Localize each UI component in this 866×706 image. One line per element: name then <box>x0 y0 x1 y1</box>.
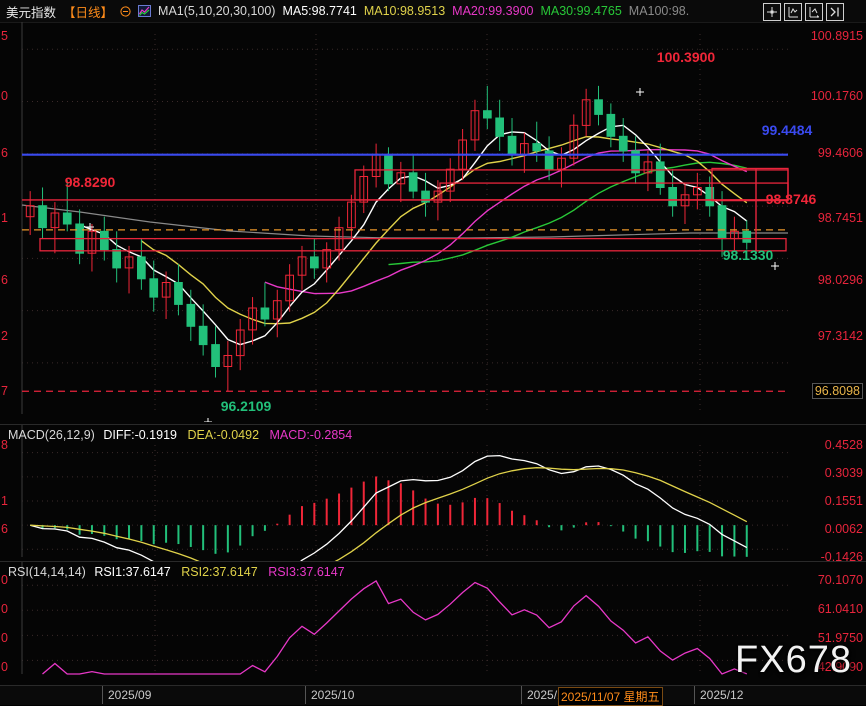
date-tick-separator <box>521 686 522 704</box>
watermark: FX678 <box>735 639 852 681</box>
scale-horizontal-icon[interactable] <box>805 3 823 21</box>
chart-icon[interactable] <box>138 5 152 17</box>
chart-header-bar: 美元指数 【日线】 MA1(5,10,20,30,100) MA5:98.774… <box>0 0 866 23</box>
resistance-label: 98.8290 <box>64 174 116 190</box>
macd-diff-value: DIFF:-0.1919 <box>103 428 177 442</box>
macd-title: MACD(26,12,9) <box>8 428 95 442</box>
ma10-value: MA10:98.9513 <box>363 4 446 18</box>
price-chart-canvas[interactable] <box>0 22 866 422</box>
macd-canvas[interactable] <box>0 425 866 562</box>
circle-minus-icon[interactable] <box>120 5 131 17</box>
ma-params-label: MA1(5,10,20,30,100) <box>158 4 276 18</box>
ma100-value: MA100:98. <box>628 4 690 18</box>
macd-header: MACD(26,12,9) DIFF:-0.1919 DEA:-0.0492 M… <box>8 428 352 442</box>
price-chart-panel[interactable]: 100.8915 100.1760 99.4606 98.7451 98.0296 97.… <box>0 22 866 422</box>
rsi-header: RSI(14,14,14) RSI1:37.6147 RSI2:37.6147 … <box>8 565 345 579</box>
jump-to-latest-icon[interactable] <box>826 3 844 21</box>
date-tick-separator <box>305 686 306 704</box>
crosshair-move-icon[interactable] <box>763 3 781 21</box>
date-tick-separator <box>694 686 695 704</box>
support-label: 98.1330 <box>722 247 774 263</box>
rsi-panel[interactable]: RSI(14,14,14) RSI1:37.6147 RSI2:37.6147 … <box>0 561 866 686</box>
macd-macd-value: MACD:-0.2854 <box>269 428 353 442</box>
period-label: 【日线】 <box>63 5 114 20</box>
date-axis: 2025/09 2025/10 2025/1 2025/12 2025/11/07 星期… <box>0 685 866 706</box>
ma30-value: MA30:99.4765 <box>540 4 622 18</box>
date-tick-separator <box>102 686 103 704</box>
high-label: 100.3900 <box>656 49 716 65</box>
ma5-value: MA5:98.7741 <box>282 4 357 18</box>
macd-panel[interactable]: MACD(26,12,9) DIFF:-0.1919 DEA:-0.0492 M… <box>0 424 866 564</box>
date-tick: 2025/09 <box>108 688 152 702</box>
macd-dea-value: DEA:-0.0492 <box>187 428 260 442</box>
crosshair-date-label: 2025/11/07 星期五 <box>558 687 663 706</box>
chart-toolbar <box>763 3 844 21</box>
low-label: 96.2109 <box>220 398 272 414</box>
ma20-value: MA20:99.3900 <box>452 4 534 18</box>
scale-vertical-icon[interactable] <box>784 3 802 21</box>
rsi1-value: RSI1:37.6147 <box>94 565 171 579</box>
rsi3-value: RSI3:37.6147 <box>268 565 345 579</box>
date-tick: 2025/1 <box>527 688 564 702</box>
rsi-canvas[interactable] <box>0 562 866 686</box>
current-price-label: 98.8746 <box>765 191 817 207</box>
rsi-title: RSI(14,14,14) <box>8 565 86 579</box>
date-tick: 2025/12 <box>700 688 744 702</box>
rsi2-value: RSI2:37.6147 <box>181 565 258 579</box>
date-tick: 2025/10 <box>311 688 355 702</box>
instrument-title: 美元指数 <box>6 5 57 20</box>
ma-overlay-label: 99.4484 <box>761 122 813 138</box>
